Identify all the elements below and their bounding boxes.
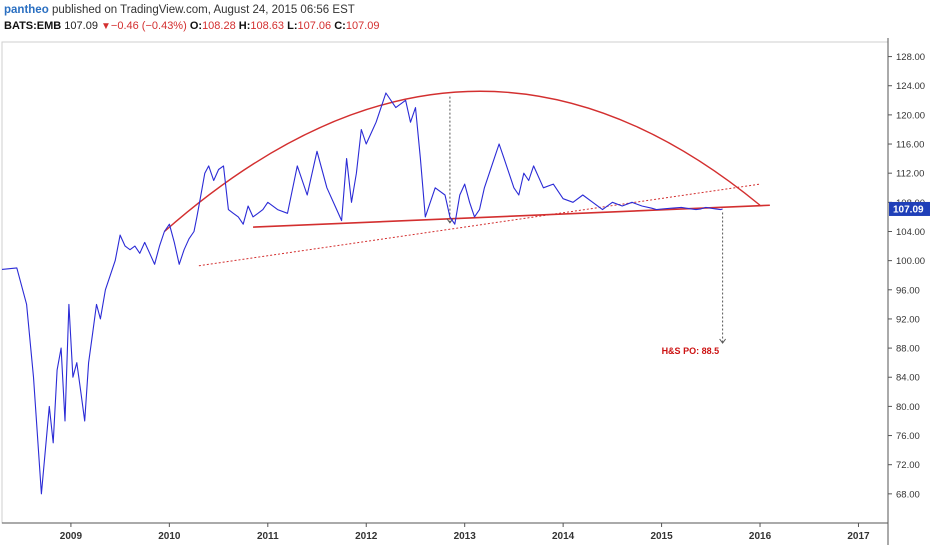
x-tick-label: 2009 xyxy=(60,531,83,542)
time-axis[interactable]: 2009 2010 2011 2012 2013 2014 2015 2016 2017 xyxy=(60,523,870,542)
published-text: published on TradingView.com, August 24,… xyxy=(51,4,355,16)
symbol-label: BATS:EMB xyxy=(4,20,62,32)
chart-frame xyxy=(1,38,889,545)
last-price-label: 107.09 xyxy=(893,204,924,215)
open-label: O: xyxy=(189,20,203,32)
plot-border xyxy=(1,41,889,524)
y-tick-label: 100.00 xyxy=(896,256,925,267)
open-value: 108.28 xyxy=(202,20,236,32)
price-line xyxy=(1,92,723,495)
quote-bar: BATS:EMB 107.09 ▼−0.46 (−0.43%) O:108.28… xyxy=(4,19,379,34)
low-label: L: xyxy=(287,20,298,32)
y-tick-label: 112.00 xyxy=(896,169,924,180)
y-tick-label: 84.00 xyxy=(896,373,920,384)
y-tick-label: 104.00 xyxy=(896,227,925,238)
y-tick-label: 88.00 xyxy=(896,344,920,355)
price-change: −0.46 (−0.43%) xyxy=(110,20,187,32)
x-tick-label: 2015 xyxy=(650,531,673,542)
chart-header: pantheo published on TradingView.com, Au… xyxy=(4,3,355,18)
x-tick-label: 2010 xyxy=(158,531,181,542)
close-label: C: xyxy=(334,20,346,32)
pattern-drawings[interactable] xyxy=(163,90,770,344)
last-price: 107.09 xyxy=(64,20,98,32)
y-tick-label: 68.00 xyxy=(896,489,920,500)
y-tick-label: 92.00 xyxy=(896,314,920,325)
target-projection-arrow xyxy=(719,338,727,344)
y-tick-label: 120.00 xyxy=(896,110,925,121)
y-tick-label: 124.00 xyxy=(896,81,925,92)
low-value: 107.06 xyxy=(297,20,332,32)
y-tick-label: 72.00 xyxy=(896,460,920,471)
rising-trendline xyxy=(198,183,761,267)
x-tick-label: 2017 xyxy=(847,531,870,542)
author-name[interactable]: pantheo xyxy=(4,4,49,16)
neckline xyxy=(252,204,770,228)
dome-arc xyxy=(163,90,761,233)
x-tick-label: 2016 xyxy=(749,531,772,542)
y-tick-label: 128.00 xyxy=(896,52,925,63)
last-price-marker xyxy=(889,201,930,216)
annotations: H&S PO: 88.5 xyxy=(662,346,720,356)
high-value: 108.63 xyxy=(250,20,285,32)
close-value: 107.09 xyxy=(345,20,380,32)
x-tick-label: 2012 xyxy=(355,531,378,542)
down-arrow-icon: ▼ xyxy=(101,21,111,32)
x-tick-label: 2011 xyxy=(257,531,279,542)
y-tick-label: 96.00 xyxy=(896,285,920,296)
y-tick-label: 76.00 xyxy=(896,431,920,442)
high-label: H: xyxy=(238,20,251,32)
y-tick-label: 80.00 xyxy=(896,402,920,413)
x-tick-label: 2014 xyxy=(552,531,575,542)
price-axis[interactable]: 128.00124.00120.00116.00112.00108.00104.… xyxy=(888,52,930,500)
x-tick-label: 2013 xyxy=(454,531,477,542)
y-tick-label: 116.00 xyxy=(896,140,924,151)
hs-target-label: H&S PO: 88.5 xyxy=(662,346,720,356)
price-series xyxy=(1,92,723,495)
